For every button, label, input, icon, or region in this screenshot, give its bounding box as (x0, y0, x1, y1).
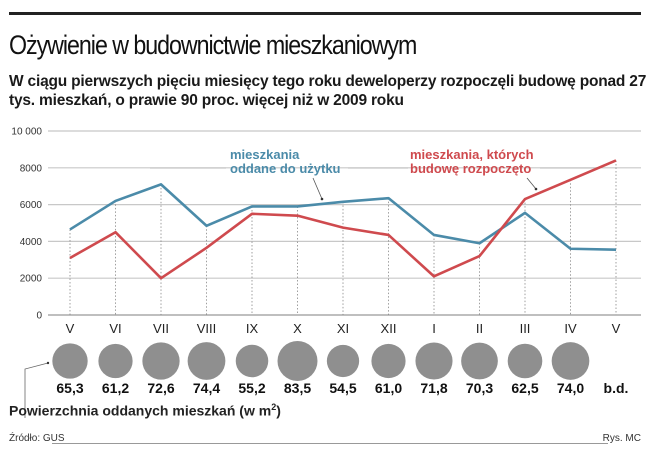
source-note: Źródło: GUS (9, 433, 65, 444)
legend-blue-pointer-dot (320, 197, 324, 201)
x-tick-label: IX (246, 321, 259, 336)
x-tick-label: VII (153, 321, 169, 336)
y-tick-label: 4000 (20, 237, 43, 248)
x-tick-label: X (293, 321, 302, 336)
bubble-value-label: 62,5 (511, 380, 538, 396)
area-bubble (277, 341, 318, 381)
top-rule (9, 12, 641, 15)
area-bubble (52, 343, 88, 379)
area-bubble (371, 343, 406, 379)
y-tick-label: 6000 (20, 200, 43, 211)
x-tick-label: V (612, 321, 621, 336)
area-bubble (551, 342, 590, 380)
bubble-label-leader-dot (46, 361, 50, 365)
bubble-value-label: 61,0 (375, 380, 402, 396)
chart-title: Ożywienie w budownictwie mieszkaniowym (9, 30, 417, 60)
bubble-value-label: 65,3 (56, 380, 83, 396)
legend-red-pointer (526, 177, 537, 190)
bubble-legend-label: Powierzchnia oddanych mieszkań (w m2) (9, 402, 281, 419)
y-axis-ticks: 0 2000 4000 6000 8000 10 000 (11, 127, 42, 322)
y-tick-label: 10 000 (11, 127, 42, 138)
bubble-value-label: 72,6 (147, 380, 174, 396)
bubble-label-leader (24, 362, 49, 418)
legend-blue-label-1: mieszkania (230, 147, 300, 162)
y-tick-label: 0 (36, 311, 42, 322)
chart-subtitle: W ciągu pierwszych pięciu miesięcy tego … (9, 73, 647, 109)
bubble-legend-end: ) (276, 402, 281, 419)
area-bubble (461, 342, 498, 380)
footer-rule (52, 443, 608, 444)
bubble-value-label: 70,3 (466, 380, 493, 396)
area-bubble (415, 342, 453, 380)
gridlines (48, 130, 641, 316)
area-bubble (507, 343, 543, 379)
legend-red-label-2: budowę rozpoczęto (410, 161, 531, 176)
area-bubble (326, 344, 360, 378)
bubble-value-label: 74,0 (557, 380, 584, 396)
x-tick-label: VIII (197, 321, 217, 336)
y-tick-label: 2000 (20, 274, 43, 285)
bubble-legend-sup: 2 (271, 402, 277, 412)
legend-blue-pointer (312, 177, 323, 200)
series-line-rozpoczete (69, 159, 617, 280)
bubble-legend-text: Powierzchnia oddanych mieszkań (w m (9, 402, 272, 419)
legend-red-label-1: mieszkania, których (410, 147, 534, 162)
x-tick-label: III (520, 321, 531, 336)
x-tick-label: XI (337, 321, 349, 336)
bubble-value-label: 54,5 (329, 380, 356, 396)
x-tick-label: V (66, 321, 75, 336)
bubble-value-label: 55,2 (238, 380, 265, 396)
legend-red-pointer-dot (534, 187, 538, 191)
area-bubble (142, 342, 180, 380)
x-tick-label: XII (381, 321, 397, 336)
y-tick-label: 8000 (20, 163, 43, 174)
bubble-value-label: 83,5 (284, 380, 311, 396)
x-tick-label: IV (564, 321, 577, 336)
x-tick-label: VI (109, 321, 121, 336)
bubble-value-label: 74,4 (193, 380, 220, 396)
area-bubble (235, 344, 269, 378)
x-axis-ticks: V VI VII VIII IX X XI XII I II III IV V (66, 321, 621, 336)
bubble-value-label: 61,2 (102, 380, 129, 396)
month-guides (69, 160, 617, 315)
series-line-oddane (69, 183, 617, 251)
bubble-value-label: 71,8 (420, 380, 447, 396)
bubble-row: 65,3 61,2 72,6 74,4 55,2 83,5 54,5 61,0 71,8 70,3… (52, 341, 628, 396)
bubble-value-label: b.d. (604, 380, 629, 396)
x-tick-label: I (432, 321, 436, 336)
area-bubble (98, 343, 133, 379)
legend-blue-label-2: oddane do użytku (230, 161, 341, 176)
area-bubble (187, 342, 226, 380)
x-tick-label: II (476, 321, 483, 336)
credit-note: Rys. MC (602, 433, 641, 444)
